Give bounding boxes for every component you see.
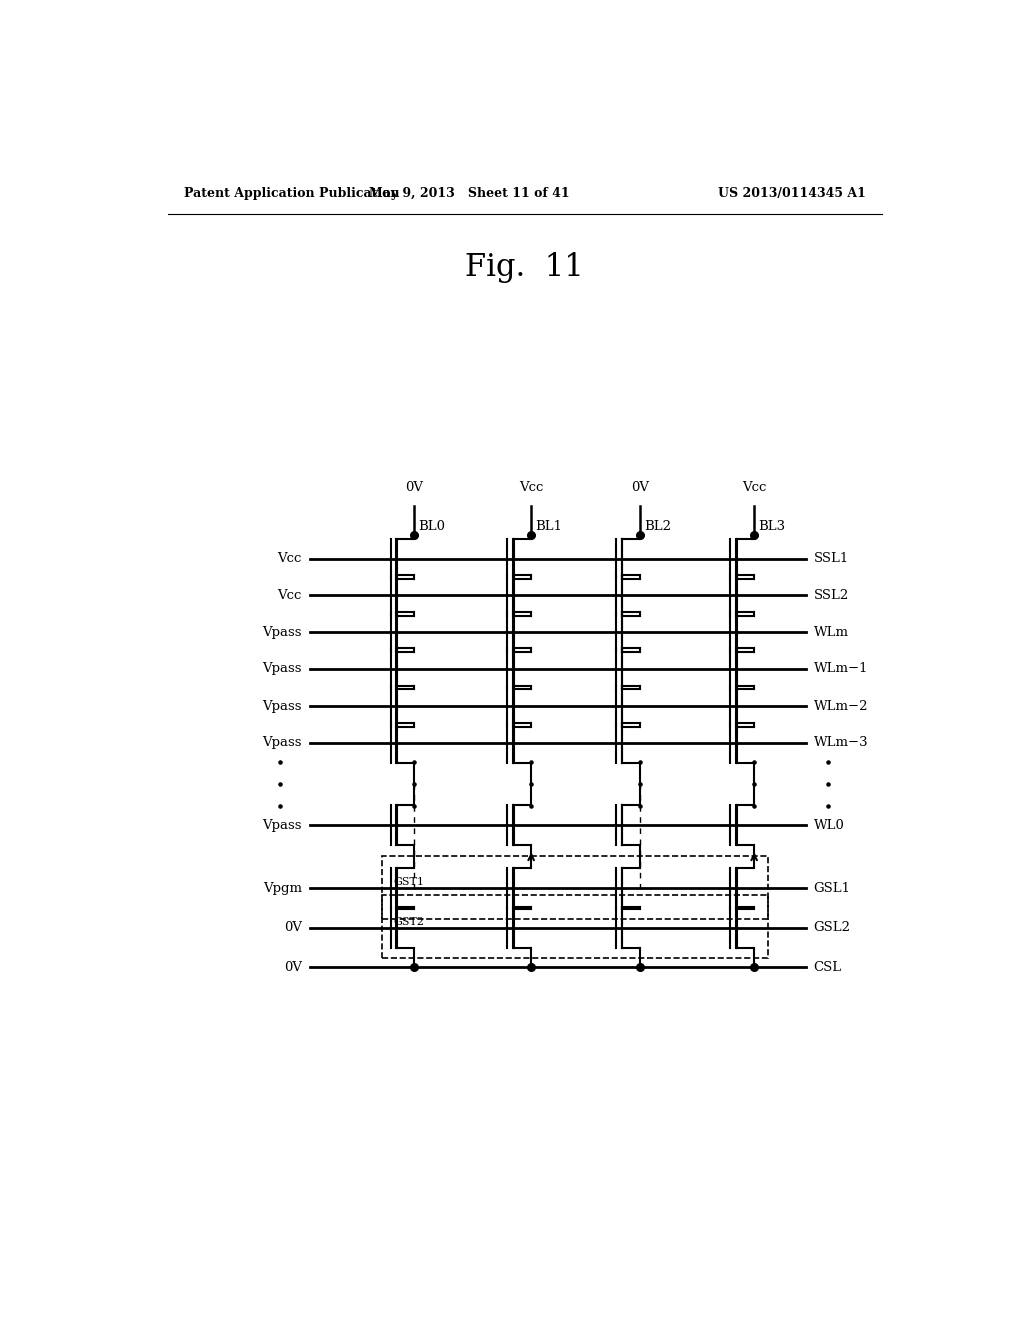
Text: GST1: GST1 [393,878,424,887]
Text: Vpgm: Vpgm [263,882,302,895]
Text: GSL2: GSL2 [814,921,851,935]
Text: WLm−2: WLm−2 [814,700,868,713]
Text: Vpass: Vpass [262,700,302,713]
Text: BL2: BL2 [644,520,671,533]
Text: BL0: BL0 [419,520,445,533]
Text: Vpass: Vpass [262,663,302,675]
Text: SSL1: SSL1 [814,552,849,565]
Text: Vpass: Vpass [262,818,302,832]
Text: Vpass: Vpass [262,737,302,750]
Text: GSL1: GSL1 [814,882,851,895]
Text: 0V: 0V [631,480,649,494]
Text: WL0: WL0 [814,818,845,832]
Text: US 2013/0114345 A1: US 2013/0114345 A1 [718,187,866,201]
Text: BL3: BL3 [758,520,785,533]
Text: Vcc: Vcc [742,480,766,494]
Text: 0V: 0V [284,961,302,974]
Text: BL1: BL1 [536,520,562,533]
Text: May 9, 2013   Sheet 11 of 41: May 9, 2013 Sheet 11 of 41 [369,187,569,201]
Text: SSL2: SSL2 [814,589,849,602]
Text: Fig.  11: Fig. 11 [466,252,584,282]
Text: Vpass: Vpass [262,626,302,639]
Text: Vcc: Vcc [278,589,302,602]
Text: WLm−1: WLm−1 [814,663,868,675]
Text: Patent Application Publication: Patent Application Publication [183,187,399,201]
Text: Vcc: Vcc [278,552,302,565]
Text: Vcc: Vcc [519,480,544,494]
Text: WLm−3: WLm−3 [814,737,868,750]
Text: 0V: 0V [284,921,302,935]
Text: GST2: GST2 [393,917,424,927]
Text: WLm: WLm [814,626,849,639]
Text: 0V: 0V [406,480,424,494]
Text: CSL: CSL [814,961,842,974]
